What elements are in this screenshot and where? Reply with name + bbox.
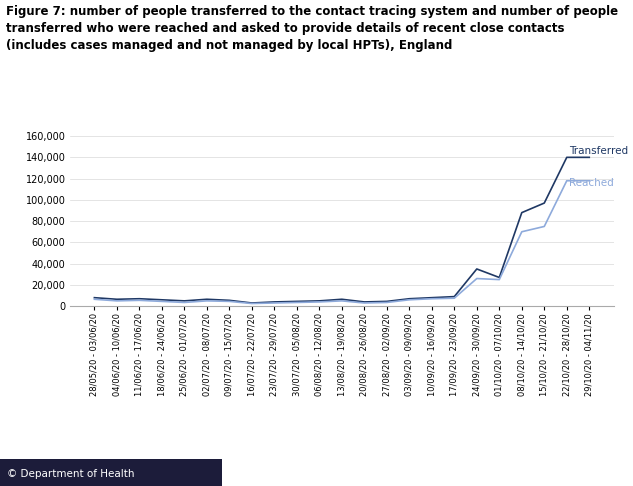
Transferred xyxy=(338,296,346,302)
Transferred xyxy=(586,155,593,160)
Transferred xyxy=(383,298,391,304)
Transferred xyxy=(406,296,413,302)
Reached xyxy=(315,299,323,305)
Line: Reached: Reached xyxy=(94,181,589,304)
Reached xyxy=(586,178,593,184)
Transferred xyxy=(428,295,436,300)
Transferred xyxy=(315,298,323,304)
Transferred xyxy=(135,296,143,302)
Reached xyxy=(158,298,166,304)
Transferred xyxy=(496,275,503,280)
Reached xyxy=(361,300,368,306)
Reached xyxy=(518,229,525,235)
Reached xyxy=(293,299,301,305)
Transferred xyxy=(248,300,256,306)
Reached xyxy=(180,299,188,305)
Reached xyxy=(541,224,548,229)
Text: Reached: Reached xyxy=(569,178,614,188)
Transferred xyxy=(203,296,211,302)
Reached xyxy=(338,298,346,304)
Reached xyxy=(428,296,436,302)
Reached xyxy=(203,298,211,304)
Transferred xyxy=(473,266,480,272)
Reached xyxy=(406,297,413,303)
Text: © Department of Health: © Department of Health xyxy=(6,469,134,479)
Transferred xyxy=(180,298,188,304)
Reached xyxy=(473,276,480,281)
Reached xyxy=(383,299,391,305)
Reached xyxy=(270,300,278,306)
Transferred xyxy=(563,155,570,160)
Reached xyxy=(496,277,503,282)
Reached xyxy=(113,298,121,304)
Transferred xyxy=(158,297,166,303)
Transferred xyxy=(361,299,368,305)
Reached xyxy=(563,178,570,184)
Text: Transferred: Transferred xyxy=(569,146,628,156)
Transferred xyxy=(113,296,121,302)
Reached xyxy=(225,298,233,304)
Transferred xyxy=(541,200,548,206)
Reached xyxy=(248,301,256,307)
Transferred xyxy=(451,294,458,299)
Transferred xyxy=(293,298,301,304)
Transferred xyxy=(225,297,233,303)
Reached xyxy=(451,295,458,301)
Line: Transferred: Transferred xyxy=(94,157,589,303)
Reached xyxy=(135,297,143,303)
Transferred xyxy=(270,299,278,305)
Reached xyxy=(91,296,98,302)
Transferred xyxy=(91,295,98,300)
Text: Figure 7: number of people transferred to the contact tracing system and number : Figure 7: number of people transferred t… xyxy=(6,5,618,52)
Transferred xyxy=(518,210,525,216)
